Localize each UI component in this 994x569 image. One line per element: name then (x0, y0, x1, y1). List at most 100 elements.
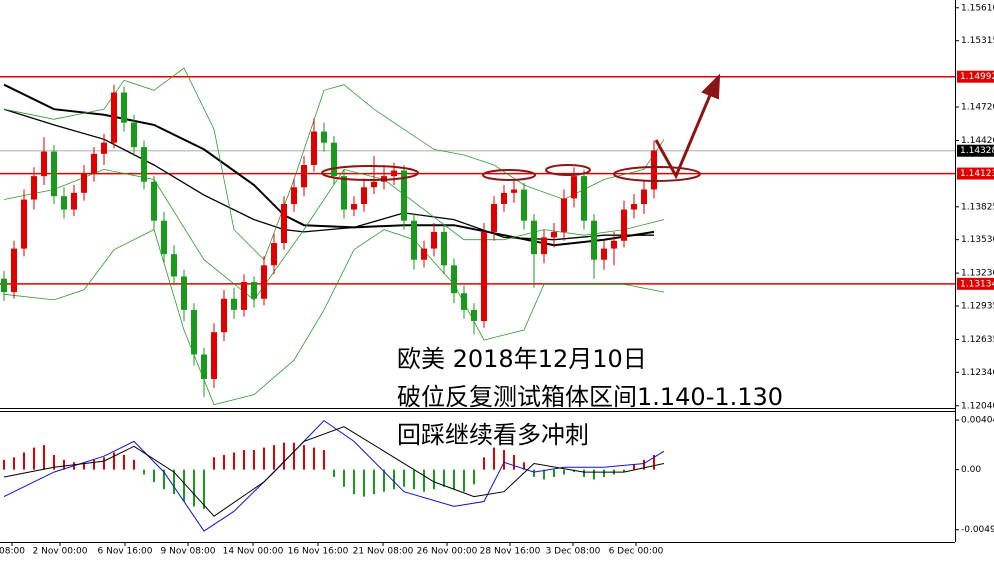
histogram-bar (213, 457, 215, 470)
level-label-box (957, 167, 994, 180)
x-tick-label: 26 Nov 00:00 (417, 547, 478, 557)
y-tick-label: 1.15610 (961, 3, 994, 13)
arrow (654, 87, 715, 180)
histogram-bar (233, 452, 235, 470)
histogram-bar (173, 469, 175, 495)
ellipse (321, 165, 419, 181)
annotation: 欧美 2018年12月10日 (397, 345, 647, 373)
level-label: 1.14328 (960, 146, 994, 156)
histogram-bar (203, 469, 205, 509)
y-tick-label: 1.13825 (961, 202, 994, 212)
y-tick-label: 1.12935 (961, 302, 994, 312)
histogram-bar (223, 454, 225, 470)
candle-body (101, 142, 107, 154)
candle-body (201, 354, 207, 380)
candle-body (591, 220, 597, 260)
level-label-box (957, 70, 994, 83)
level-label: 1.14123 (960, 169, 994, 179)
candle-body (211, 332, 217, 380)
candle-body (371, 181, 377, 188)
indicator-line (3, 229, 665, 406)
ellipse (545, 164, 591, 176)
histogram-bar (113, 452, 115, 470)
y-tick-label: 1.12635 (961, 335, 994, 345)
histogram-bar (143, 469, 145, 475)
histogram-bar (643, 459, 645, 470)
y-tick-label: 1.14720 (961, 103, 994, 113)
candle-body (181, 276, 187, 310)
arrowhead (701, 73, 721, 100)
histogram-bar (343, 469, 345, 487)
y-tick-label: 1.13530 (961, 235, 994, 245)
histogram-bar (403, 469, 405, 487)
histogram-bar (633, 464, 635, 470)
histogram-bar (3, 459, 5, 470)
histogram-bar (313, 447, 315, 470)
histogram-bar (303, 445, 305, 470)
histogram-bar (13, 457, 15, 470)
indicator-line (3, 67, 665, 261)
x-tick-label: 21 Nov 08:00 (353, 547, 414, 557)
histogram-bar (443, 469, 445, 487)
indicator-line (3, 108, 654, 241)
histogram-bar (93, 459, 95, 470)
histogram-bar (623, 469, 625, 473)
histogram-bar (523, 462, 525, 470)
histogram-bar (563, 469, 565, 475)
histogram-bar (353, 469, 355, 495)
histogram-bar (183, 469, 185, 502)
x-tick-label: 6 Dec 00:00 (609, 547, 664, 557)
annotation: 回踩继续看多冲刺 (397, 421, 589, 449)
histogram-bar (23, 452, 25, 470)
histogram-bar (383, 469, 385, 492)
candle-body (391, 170, 397, 177)
histogram-bar (463, 469, 465, 492)
candle-body (81, 173, 87, 193)
histogram-bar (603, 469, 605, 477)
histogram-bar (533, 469, 535, 477)
histogram-bar (133, 459, 135, 470)
histogram-bar (393, 469, 395, 490)
candle-body (411, 220, 417, 260)
candle-body (121, 92, 127, 123)
histogram-bar (513, 454, 515, 470)
histogram-bar (503, 450, 505, 470)
candle-body (21, 199, 27, 249)
candle-body (401, 170, 407, 221)
y-tick-label: 1.15315 (961, 36, 994, 46)
histogram-bar (453, 469, 455, 490)
histogram-bar (263, 447, 265, 470)
histogram-bar (493, 447, 495, 470)
level-label: 1.14992 (960, 72, 994, 82)
candle-body (501, 192, 507, 204)
y-tick-label: 1.12040 (961, 401, 994, 411)
x-tick-label: 14 Nov 00:00 (223, 547, 284, 557)
ellipse (613, 166, 701, 182)
annotation: 破位反复测试箱体区间1.140-1.130 (397, 383, 783, 411)
candle-body (271, 243, 277, 266)
histogram-bar (253, 450, 255, 470)
histogram-bar (433, 469, 435, 490)
candle-body (441, 231, 447, 266)
candle-body (281, 204, 287, 244)
candle-body (351, 204, 357, 210)
candle-body (481, 231, 487, 322)
x-tick-label: 28 Nov 16:00 (480, 547, 541, 557)
candle-body (551, 231, 557, 238)
candle-body (531, 220, 537, 255)
candle-body (11, 248, 17, 293)
histogram-bar (103, 457, 105, 470)
candle-body (431, 231, 437, 249)
y-tick-label: 1.12340 (961, 368, 994, 378)
x-tick-label: 2 Nov 00:00 (33, 547, 88, 557)
y-tick-label: 0.00 (961, 465, 981, 475)
histogram-bar (243, 450, 245, 470)
candle-body (221, 298, 227, 333)
candle-body (251, 282, 257, 299)
candle-body (51, 151, 57, 197)
candle-body (311, 131, 317, 165)
candle-body (161, 220, 167, 255)
y-tick-label: 0.00404 (961, 416, 994, 426)
y-tick-label: -0.0049 (961, 525, 994, 535)
